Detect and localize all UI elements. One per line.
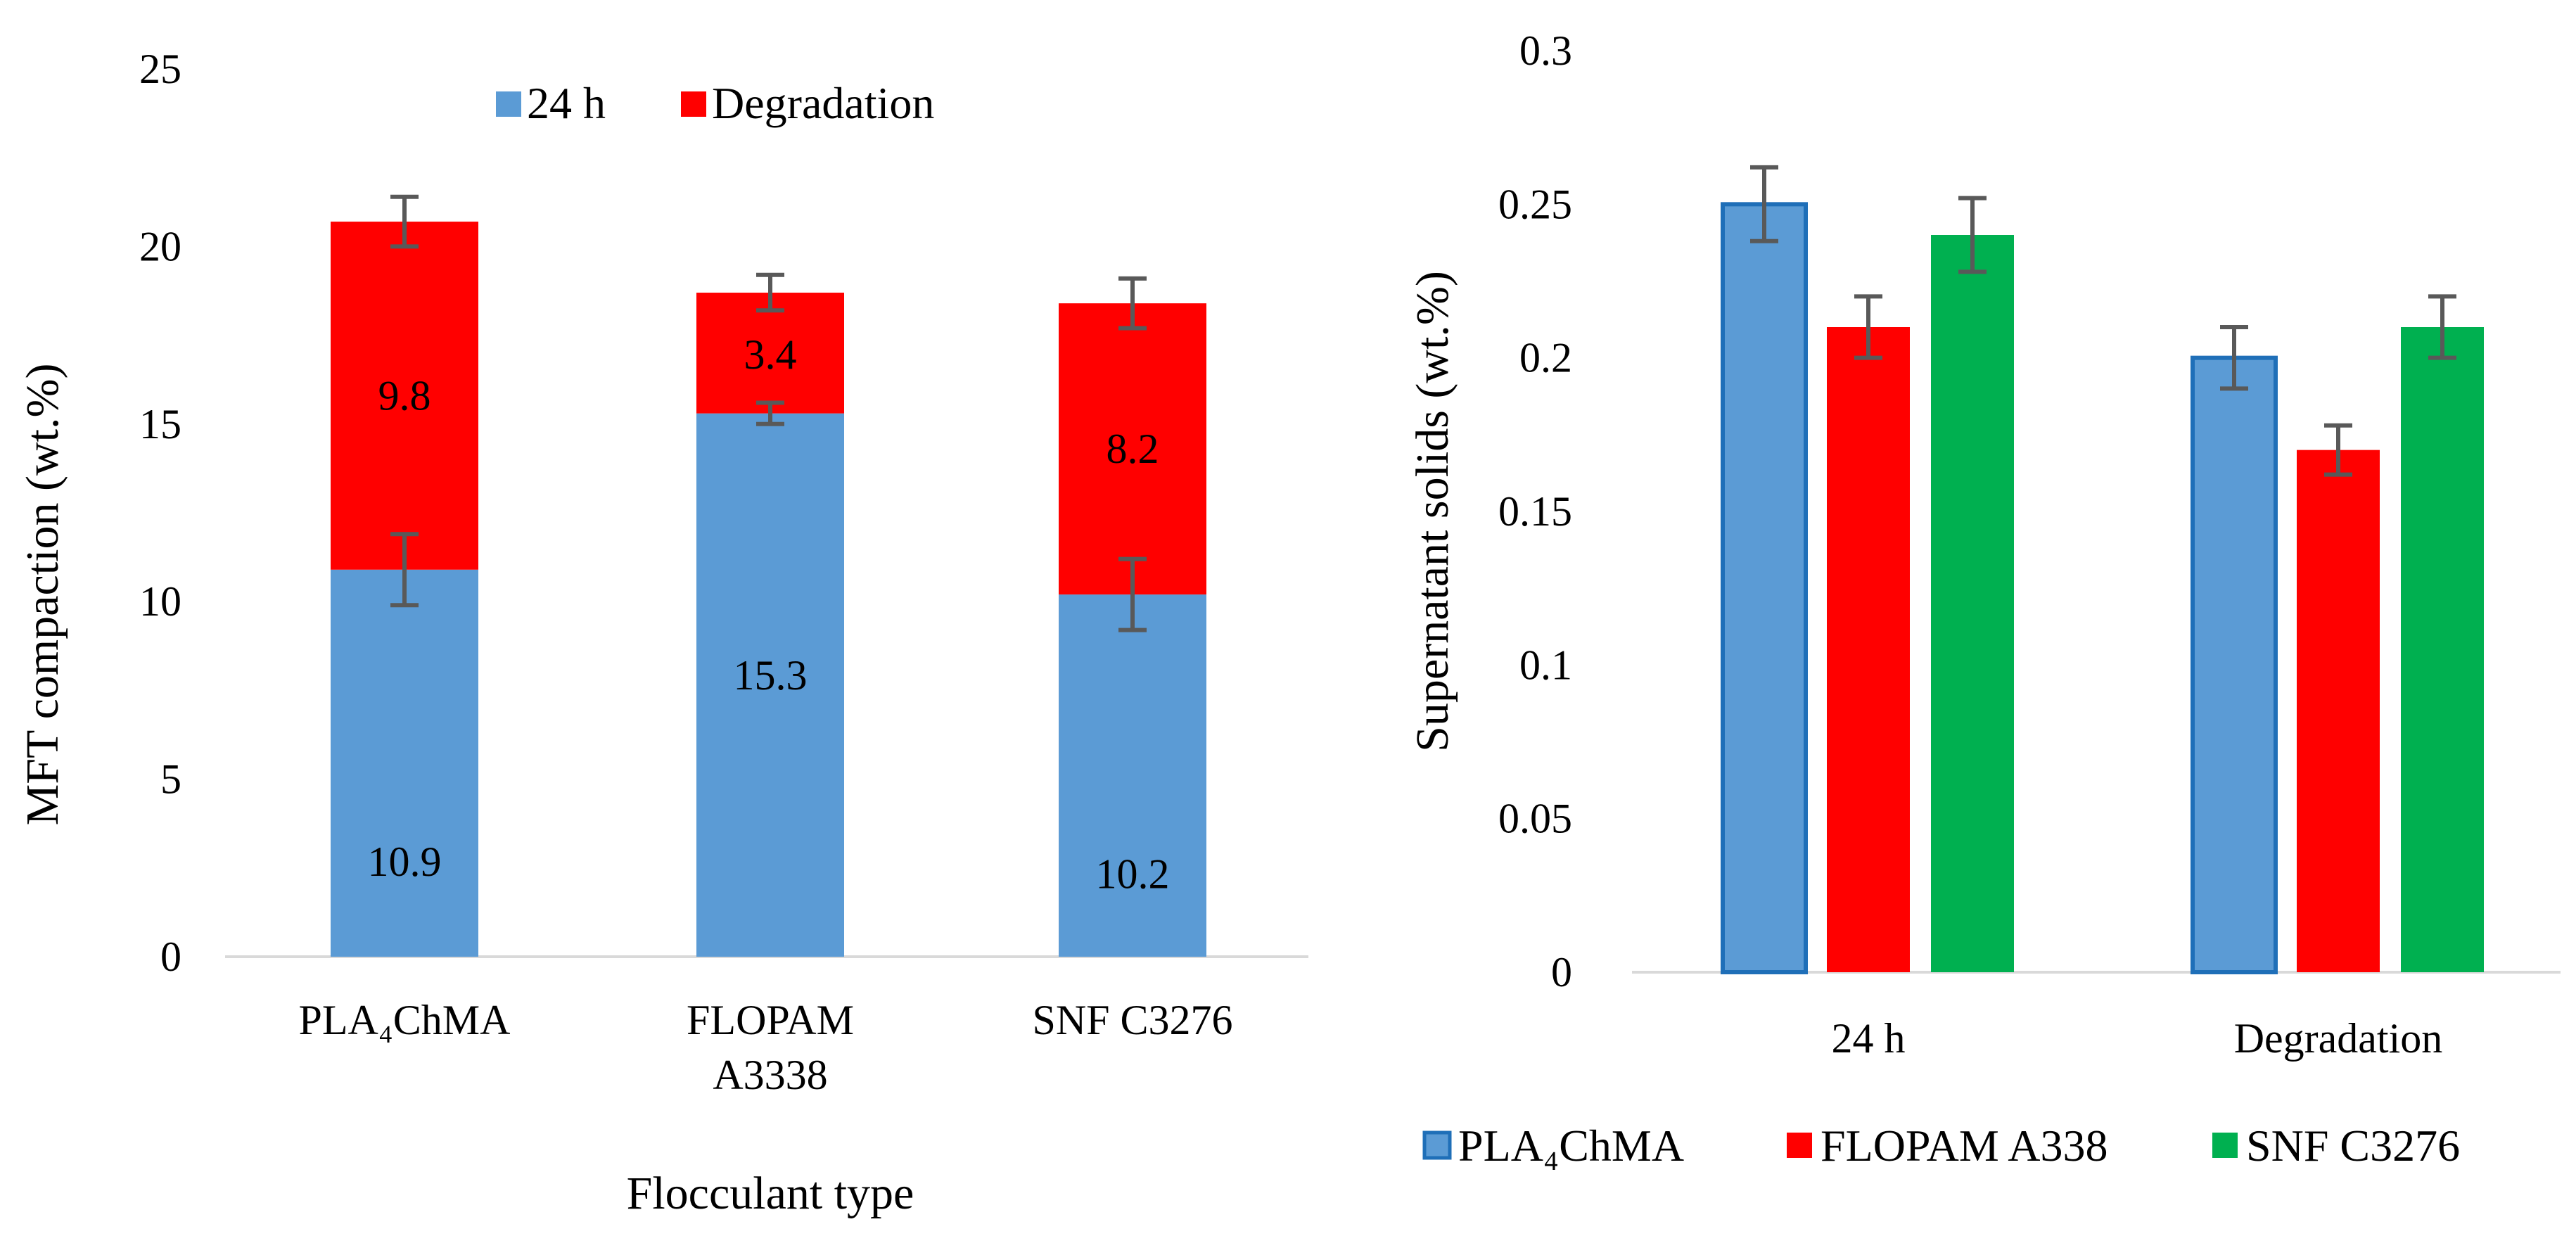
right-x-tick-label: 24 h bbox=[1832, 1015, 1906, 1062]
left-data-label: 3.4 bbox=[744, 331, 797, 378]
right-legend-item: SNF C3276 bbox=[2212, 1121, 2460, 1171]
left-y-tick-label: 5 bbox=[160, 756, 181, 803]
left-x-tick-labels: PLA₄ChMA FLOPAM A3338 SNF C3276 bbox=[299, 997, 1233, 1098]
left-y-tick-label: 10 bbox=[139, 578, 181, 625]
left-y-tick-label: 0 bbox=[160, 934, 181, 980]
left-legend-label: Degradation bbox=[712, 78, 934, 128]
left-error-bar bbox=[1118, 276, 1147, 331]
right-y-axis-title: Supernatant solids (wt.%) bbox=[1407, 271, 1458, 752]
right-bar-flopam-a338 bbox=[2297, 450, 2380, 972]
left-x-tick-label: FLOPAM bbox=[687, 997, 854, 1043]
left-data-label: 9.8 bbox=[378, 372, 431, 419]
right-legend-swatch bbox=[1422, 1130, 1452, 1160]
left-x-tick-label: A3338 bbox=[713, 1052, 827, 1098]
left-legend: 24 h Degradation bbox=[496, 78, 934, 128]
right-legend-label: SNF C3276 bbox=[2246, 1121, 2460, 1171]
left-legend-item: 24 h bbox=[496, 78, 606, 128]
left-y-tick-label: 15 bbox=[139, 401, 181, 447]
left-x-tick-label: SNF C3276 bbox=[1032, 997, 1232, 1043]
right-bar-pla4chma bbox=[1721, 202, 1808, 974]
left-bar-degradation bbox=[331, 222, 478, 570]
left-legend-swatch bbox=[681, 91, 706, 117]
left-error-bar bbox=[756, 272, 784, 313]
left-x-tick-label: PLA₄ChMA bbox=[299, 997, 511, 1043]
right-y-tick-label: 0.1 bbox=[1519, 642, 1572, 688]
left-y-tick-label: 20 bbox=[139, 223, 181, 269]
right-x-tick-labels: 24 h Degradation bbox=[1832, 1015, 2443, 1062]
right-chart-supernatant-solids: 0 0.05 0.1 0.15 0.2 0.25 0.3 24 h Degradation S… bbox=[1407, 27, 2561, 1171]
right-bar-snf-c3276 bbox=[1931, 235, 2014, 972]
right-bar-pla4chma bbox=[2191, 355, 2278, 974]
left-error-bar bbox=[390, 194, 419, 249]
right-error-bar bbox=[2428, 294, 2456, 360]
right-y-tick-label: 0 bbox=[1551, 949, 1572, 995]
right-error-bar bbox=[1854, 294, 1882, 360]
left-y-tick-labels: 0 5 10 15 20 25 bbox=[139, 46, 181, 980]
left-data-label: 8.2 bbox=[1107, 426, 1159, 472]
right-bar-snf-c3276 bbox=[2401, 327, 2484, 972]
right-legend: PLA₄ChMA FLOPAM A338 SNF C3276 bbox=[1422, 1121, 2460, 1171]
right-error-bar bbox=[1750, 165, 1778, 243]
left-y-axis-title: MFT compaction (wt.%) bbox=[17, 364, 68, 826]
right-error-bar bbox=[1958, 196, 1987, 274]
right-error-bar bbox=[2220, 325, 2248, 391]
right-y-tick-labels: 0 0.05 0.1 0.15 0.2 0.25 0.3 bbox=[1498, 27, 1572, 995]
left-bars: 10.9 9.8 15.3 3.4 10.2 8.2 bbox=[331, 194, 1206, 957]
left-bar-24h bbox=[1059, 594, 1206, 957]
left-legend-label: 24 h bbox=[527, 78, 606, 128]
left-error-bar bbox=[390, 532, 419, 608]
right-y-tick-label: 0.05 bbox=[1498, 796, 1572, 842]
right-bars bbox=[1721, 165, 2484, 974]
right-error-bar bbox=[2324, 423, 2352, 477]
left-bar-degradation bbox=[696, 293, 844, 414]
right-legend-item: FLOPAM A338 bbox=[1787, 1121, 2108, 1171]
left-data-label: 15.3 bbox=[734, 652, 808, 699]
right-y-tick-label: 0.25 bbox=[1498, 181, 1572, 227]
right-bar-flopam-a338 bbox=[1827, 327, 1910, 972]
right-legend-swatch bbox=[1787, 1133, 1812, 1158]
left-legend-swatch bbox=[496, 91, 521, 117]
left-legend-item: Degradation bbox=[681, 78, 934, 128]
left-error-bar bbox=[756, 400, 784, 426]
left-x-axis-title: Flocculant type bbox=[627, 1168, 914, 1219]
right-legend-label: PLA₄ChMA bbox=[1458, 1121, 1684, 1171]
right-y-tick-label: 0.15 bbox=[1498, 488, 1572, 535]
right-legend-item: PLA₄ChMA bbox=[1422, 1121, 1684, 1171]
right-legend-swatch bbox=[2212, 1133, 2238, 1158]
left-y-tick-label: 25 bbox=[139, 46, 181, 92]
left-chart-mft-compaction: 0 5 10 15 20 25 10.9 9.8 15.3 3.4 10.2 8.2 PLA₄ChM… bbox=[17, 46, 1308, 1219]
left-bar-24h bbox=[696, 413, 844, 957]
left-data-label: 10.9 bbox=[368, 839, 442, 885]
right-legend-label: FLOPAM A338 bbox=[1821, 1121, 2108, 1171]
right-y-tick-label: 0.3 bbox=[1519, 27, 1572, 74]
left-bar-24h bbox=[331, 569, 478, 957]
left-error-bar bbox=[1118, 556, 1147, 632]
right-x-tick-label: Degradation bbox=[2234, 1015, 2443, 1062]
left-data-label: 10.2 bbox=[1096, 851, 1170, 898]
right-y-tick-label: 0.2 bbox=[1519, 335, 1572, 381]
left-bar-degradation bbox=[1059, 303, 1206, 595]
